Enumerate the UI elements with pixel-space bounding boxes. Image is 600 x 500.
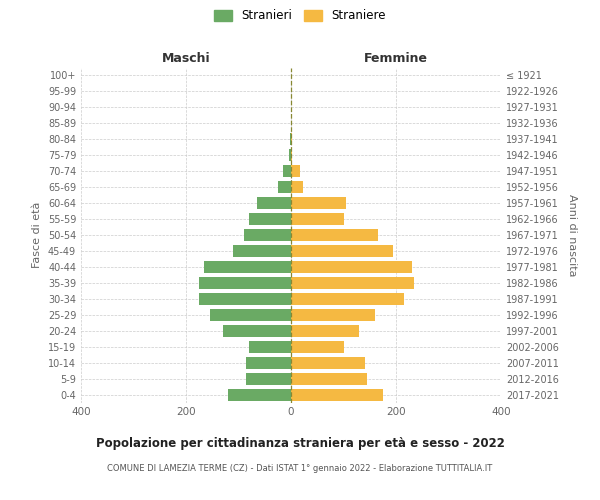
Bar	[291, 197, 346, 209]
Bar	[291, 372, 367, 384]
Bar	[228, 388, 291, 400]
Bar	[249, 213, 291, 225]
Bar	[247, 372, 291, 384]
Text: Maschi: Maschi	[161, 52, 211, 65]
Y-axis label: Fasce di età: Fasce di età	[32, 202, 42, 268]
Bar	[291, 388, 383, 400]
Bar	[291, 229, 377, 241]
Bar	[283, 165, 291, 177]
Bar	[209, 309, 291, 320]
Bar	[205, 261, 291, 273]
Bar	[223, 324, 291, 336]
Bar	[291, 293, 404, 305]
Legend: Stranieri, Straniere: Stranieri, Straniere	[211, 6, 389, 26]
Bar	[244, 229, 291, 241]
Bar	[247, 356, 291, 368]
Bar	[291, 181, 302, 193]
Bar	[249, 340, 291, 352]
Text: Femmine: Femmine	[364, 52, 428, 65]
Text: COMUNE DI LAMEZIA TERME (CZ) - Dati ISTAT 1° gennaio 2022 - Elaborazione TUTTITA: COMUNE DI LAMEZIA TERME (CZ) - Dati ISTA…	[107, 464, 493, 473]
Bar	[199, 293, 291, 305]
Bar	[199, 277, 291, 289]
Bar	[291, 324, 359, 336]
Bar	[291, 340, 343, 352]
Bar	[289, 150, 291, 161]
Bar	[291, 277, 415, 289]
Bar	[291, 245, 394, 257]
Bar	[291, 309, 375, 320]
Bar	[291, 165, 301, 177]
Bar	[291, 150, 292, 161]
Bar	[233, 245, 291, 257]
Bar	[278, 181, 291, 193]
Bar	[291, 356, 365, 368]
Bar	[257, 197, 291, 209]
Bar	[291, 261, 412, 273]
Bar	[291, 213, 343, 225]
Text: Popolazione per cittadinanza straniera per età e sesso - 2022: Popolazione per cittadinanza straniera p…	[95, 438, 505, 450]
Y-axis label: Anni di nascita: Anni di nascita	[567, 194, 577, 276]
